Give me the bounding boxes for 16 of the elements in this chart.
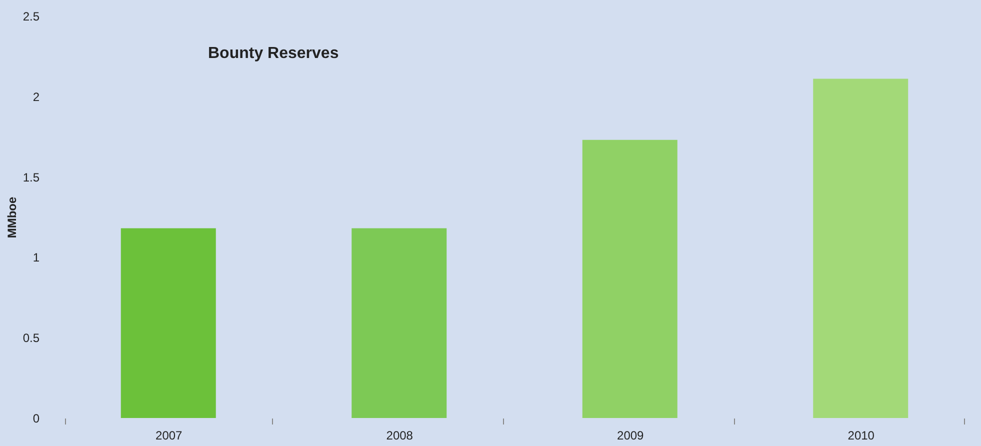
y-tick-label: 2.5 xyxy=(22,10,40,24)
x-tick-label: 2009 xyxy=(617,428,644,442)
bar xyxy=(352,228,447,418)
y-tick-label: 1.5 xyxy=(22,170,40,184)
bar xyxy=(813,78,908,418)
bar xyxy=(120,228,216,418)
x-tick-label: 2007 xyxy=(156,428,183,442)
x-tick-label: 2010 xyxy=(848,428,875,442)
y-tick-label: 2 xyxy=(32,90,40,104)
y-tick-label: 0 xyxy=(32,412,40,426)
x-tick-label: 2008 xyxy=(386,428,414,442)
bar xyxy=(582,140,678,418)
y-tick-label: 1 xyxy=(32,250,40,265)
y-axis-title: MMboe xyxy=(4,196,19,238)
text: Bounty Reserves xyxy=(208,45,339,62)
y-tick-label: 0.5 xyxy=(22,331,40,346)
